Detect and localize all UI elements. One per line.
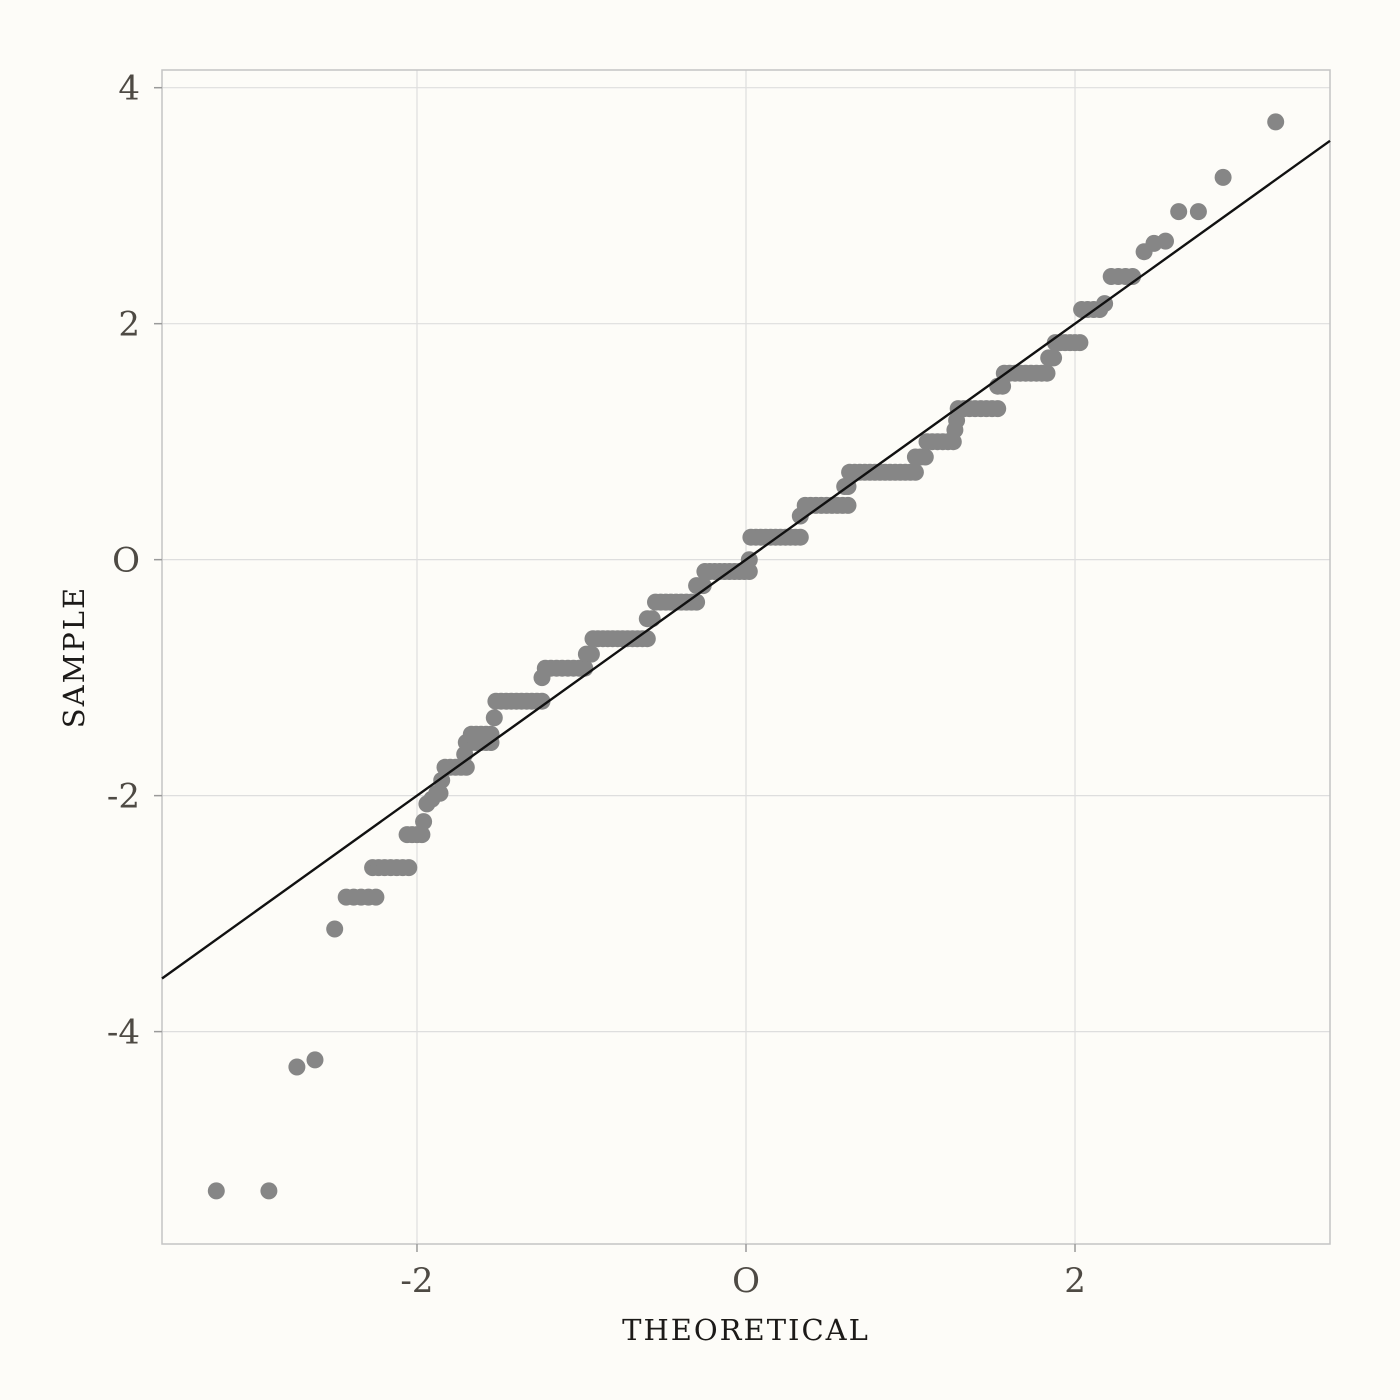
data-point: [791, 528, 809, 546]
data-point: [288, 1058, 306, 1076]
data-point: [400, 859, 418, 877]
data-point: [326, 920, 344, 938]
data-point: [207, 1182, 225, 1200]
reference-line: [161, 139, 1331, 980]
data-point: [431, 784, 449, 802]
data-point: [306, 1051, 324, 1069]
data-point: [1214, 168, 1232, 186]
y-tick-label: 2: [118, 305, 140, 345]
data-point: [1267, 113, 1285, 131]
data-point: [638, 630, 656, 648]
data-points: [207, 113, 1285, 1200]
x-tick-label: -2: [400, 1261, 433, 1301]
data-point: [367, 888, 385, 906]
data-point: [260, 1182, 278, 1200]
data-point: [415, 813, 433, 831]
data-point: [994, 377, 1012, 395]
data-point: [989, 400, 1007, 418]
data-point: [643, 610, 661, 628]
data-point: [482, 725, 500, 743]
data-point: [1071, 334, 1089, 352]
y-tick-label: O: [112, 541, 140, 581]
data-point: [906, 463, 924, 481]
data-point: [694, 577, 712, 595]
y-tick-label: -2: [107, 777, 140, 817]
y-axis-title: SAMPLE: [57, 586, 91, 728]
data-point: [1189, 203, 1207, 221]
axis-ticks: -2 O 2 -4 -2 O 2 4: [107, 69, 1086, 1301]
data-point: [1170, 203, 1188, 221]
data-point: [839, 496, 857, 514]
data-point: [582, 645, 600, 663]
data-point: [1157, 232, 1174, 250]
data-point: [485, 709, 503, 727]
data-point: [740, 563, 758, 580]
data-point: [533, 692, 551, 710]
y-tick-label: 4: [118, 69, 140, 109]
data-point: [916, 448, 934, 466]
x-axis-title: THEORETICAL: [622, 1313, 870, 1347]
y-tick-label: -4: [107, 1013, 140, 1053]
data-point: [1038, 364, 1056, 382]
data-point: [413, 826, 431, 844]
data-point: [1045, 349, 1063, 367]
x-tick-label: 2: [1064, 1261, 1086, 1301]
x-tick-label: O: [732, 1261, 760, 1301]
